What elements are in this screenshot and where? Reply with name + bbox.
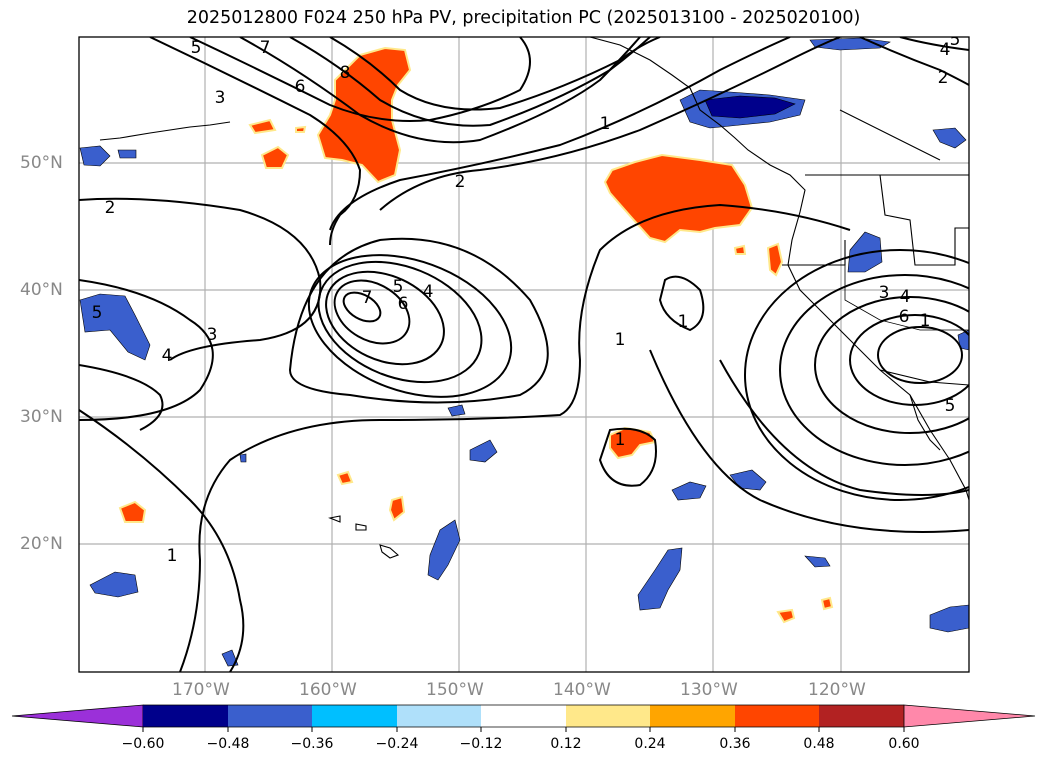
- colorbar-tick-label: −0.24: [375, 736, 419, 752]
- contour-label: 2: [938, 68, 949, 88]
- orange-area: [603, 153, 754, 244]
- lat-label-50n: 50°N: [20, 153, 63, 173]
- orange-area: [733, 244, 747, 255]
- contour-label: 4: [162, 346, 173, 366]
- blue-area: [79, 145, 111, 167]
- colorbar-segment: [566, 705, 650, 727]
- colorbar-tick-label: 0.24: [634, 736, 666, 752]
- contour-label: 1: [600, 114, 611, 134]
- blue-area: [89, 571, 139, 598]
- orange-area: [118, 500, 147, 523]
- lat-label-40n: 40°N: [20, 280, 63, 300]
- blue-area: [221, 649, 239, 667]
- colorbar-tick-label: −0.60: [121, 736, 165, 752]
- colorbar-extend-high: [903, 704, 1036, 728]
- colorbar-tick-label: −0.48: [206, 736, 250, 752]
- contour-label: 4: [940, 40, 951, 60]
- colorbar-tick-label: 0.12: [550, 736, 582, 752]
- lon-label-150w: 150°W: [426, 680, 484, 700]
- contour-label: 1: [167, 546, 178, 566]
- colorbar-tick-label: 0.60: [888, 736, 920, 752]
- lon-label-160w: 160°W: [299, 680, 357, 700]
- contour-label: 1: [920, 311, 931, 331]
- orange-area: [388, 495, 406, 522]
- contour-label: 7: [260, 38, 271, 58]
- contour-label: 5: [191, 38, 202, 58]
- contour-label: 6: [295, 77, 306, 97]
- blue-area: [847, 231, 883, 273]
- colorbar-segment: [650, 705, 735, 727]
- contour-label: 1: [678, 312, 689, 332]
- contour-label: 4: [423, 282, 434, 302]
- contour-label: 5: [945, 396, 956, 416]
- orange-area: [260, 145, 290, 169]
- blue-area: [804, 555, 831, 568]
- contour-label: 3: [879, 283, 890, 303]
- contour-label: 6: [398, 294, 409, 314]
- dark-blue-core: [704, 95, 796, 119]
- colorbar-extend-low: [11, 704, 144, 728]
- colorbar-segment: [397, 705, 481, 727]
- positive-anomaly-areas: [118, 46, 834, 624]
- contour-label: 3: [207, 325, 218, 345]
- colorbar-segment: [143, 705, 228, 727]
- colorbar-segment: [228, 705, 312, 727]
- orange-area: [295, 125, 307, 133]
- colorbar-segment: [735, 705, 819, 727]
- colorbar-tick-label: 0.48: [803, 736, 835, 752]
- colorbar-tick-label: −0.12: [459, 736, 503, 752]
- blue-area: [239, 453, 247, 463]
- contour-label: 6: [899, 307, 910, 327]
- contour-label: 5: [92, 303, 103, 323]
- lon-label-120w: 120°W: [808, 680, 866, 700]
- lon-label-130w: 130°W: [680, 680, 738, 700]
- colorbar-segment: [312, 705, 397, 727]
- orange-area: [248, 118, 277, 135]
- colorbar: [11, 704, 1036, 732]
- coastlines: [99, 37, 969, 559]
- contour-label: 7: [362, 288, 373, 308]
- map-title: 2025012800 F024 250 hPa PV, precipitatio…: [186, 8, 861, 28]
- blue-area: [79, 293, 151, 361]
- contour-label: 4: [900, 287, 911, 307]
- contour-label: 8: [340, 63, 351, 83]
- blue-area: [469, 439, 498, 463]
- blue-area: [637, 547, 683, 611]
- orange-area: [766, 242, 784, 277]
- pv-contours: [79, 37, 969, 672]
- lat-label-30n: 30°N: [20, 407, 63, 427]
- contour-label-layer: 5 7 3 6 8 2 1 2 5 4 6 7 3 4 5 1 1 1 3 4 …: [92, 30, 961, 566]
- map-frame: [78, 36, 970, 673]
- lon-label-170w: 170°W: [172, 680, 230, 700]
- contour-label: 2: [455, 172, 466, 192]
- blue-area: [447, 404, 466, 417]
- lon-label-140w: 140°W: [553, 680, 611, 700]
- contour-label: 2: [105, 198, 116, 218]
- blue-area: [729, 469, 767, 491]
- contour-label: 5: [393, 277, 404, 297]
- orange-area: [336, 470, 354, 486]
- orange-area: [776, 608, 796, 624]
- blue-area: [671, 481, 707, 501]
- colorbar-tick-label: 0.36: [719, 736, 751, 752]
- colorbar-tick-label: −0.36: [290, 736, 334, 752]
- colorbar-segment: [481, 705, 566, 727]
- contour-label: 1: [615, 430, 626, 450]
- colorbar-segment: [819, 705, 904, 727]
- blue-area: [929, 604, 969, 633]
- blue-area: [427, 519, 461, 581]
- contour-label: 3: [215, 88, 226, 108]
- map-content: 5 7 3 6 8 2 1 2 5 4 6 7 3 4 5 1 1 1 3 4 …: [79, 30, 969, 672]
- lat-label-20n: 20°N: [20, 534, 63, 554]
- blue-area: [117, 149, 137, 159]
- blue-area: [932, 127, 967, 149]
- contour-label: 5: [950, 30, 961, 50]
- contour-label: 1: [615, 330, 626, 350]
- orange-area: [820, 596, 834, 611]
